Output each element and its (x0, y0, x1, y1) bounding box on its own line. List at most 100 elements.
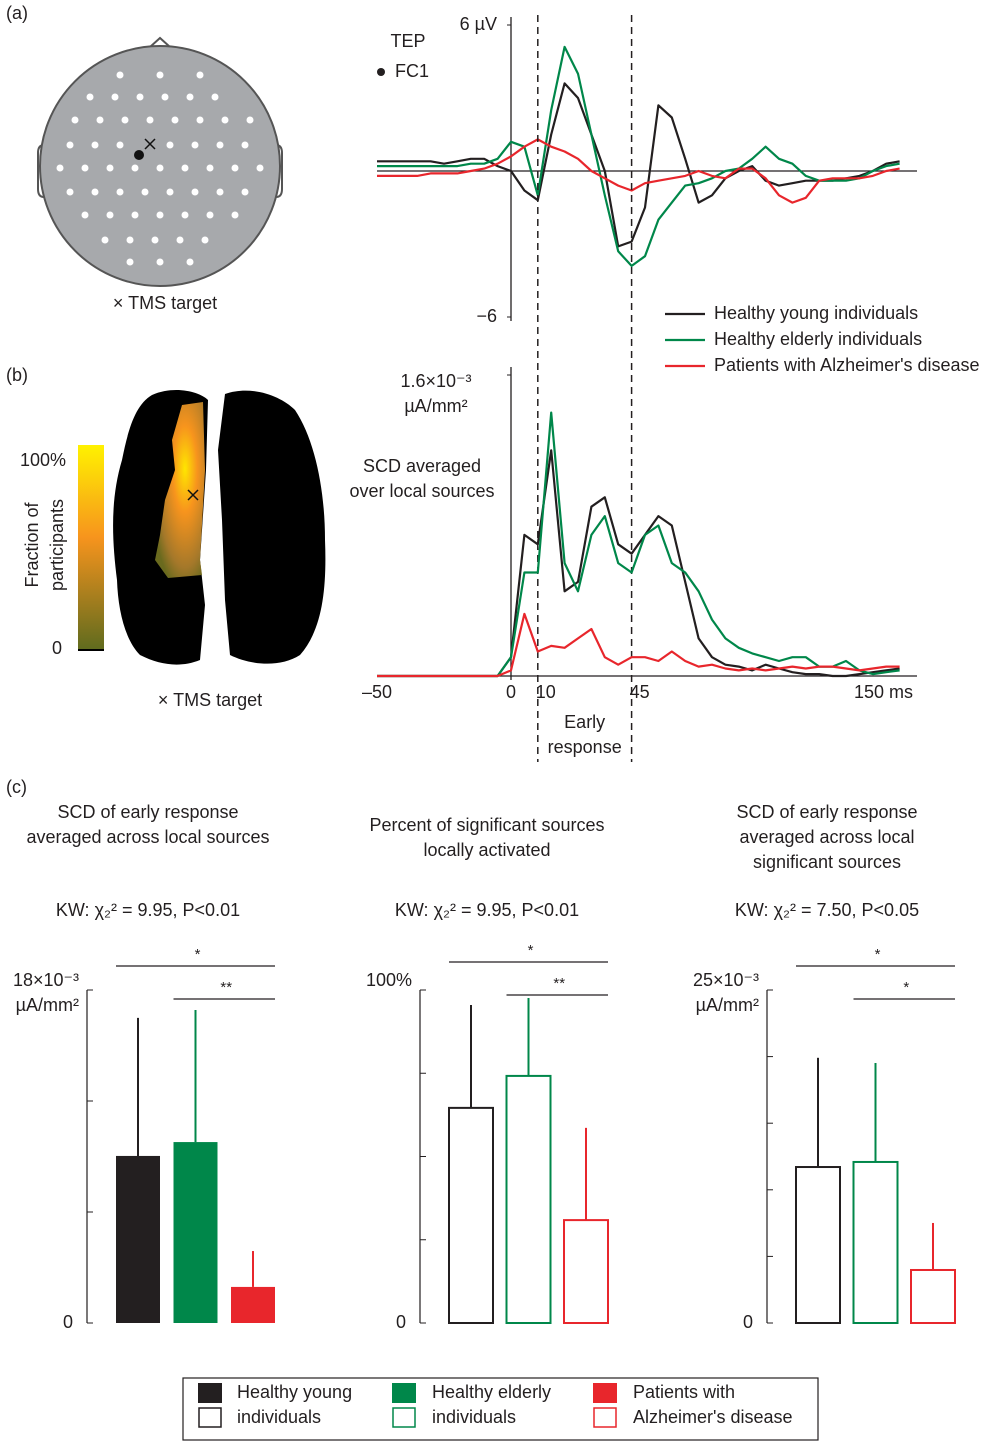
target-cross (144, 138, 156, 150)
bar (795, 1166, 841, 1325)
legend-label: Healthy elderly individuals (714, 329, 922, 349)
chart-title: SCD of early response averaged across lo… (26, 802, 270, 847)
electrode (216, 141, 224, 149)
y-tick-label: −6 (476, 306, 497, 326)
electrode (71, 116, 79, 124)
legend-swatch-filled (198, 1383, 222, 1403)
x-tick-label: 45 (630, 682, 650, 702)
electrode (176, 236, 184, 244)
bar (852, 1160, 899, 1324)
chart-subtitle: KW: χ₂² = 9.95, P<0.01 (394, 900, 580, 920)
electrode (171, 116, 179, 124)
y-tick-label: 0 (743, 1312, 753, 1332)
significance-label: ** (553, 975, 565, 992)
electrode (151, 236, 159, 244)
electrode (231, 164, 239, 172)
electrode (66, 188, 74, 196)
panel-label: (b) (6, 365, 28, 385)
electrode (201, 236, 209, 244)
activation-map (155, 402, 205, 578)
colorbar-title: Fraction of participants (22, 498, 67, 592)
panel-label: (c) (6, 777, 27, 797)
electrode (256, 164, 264, 172)
significance-label: * (195, 946, 201, 963)
electrode (136, 93, 144, 101)
electrode (241, 188, 249, 196)
electrode (181, 211, 189, 219)
electrode (191, 188, 199, 196)
series-line (377, 82, 900, 248)
legend-swatch-outline (392, 1407, 416, 1428)
electrode (91, 141, 99, 149)
legend-label: Patients with Alzheimer's disease (633, 1382, 793, 1427)
chart-title: Percent of significant sources locally a… (369, 815, 605, 860)
nose (149, 36, 171, 48)
electrode (126, 236, 134, 244)
legend-swatch-filled (392, 1383, 416, 1403)
electrode (246, 116, 254, 124)
electrode (206, 211, 214, 219)
target-label: × TMS target (158, 690, 262, 710)
fc1-electrode (134, 150, 144, 160)
bar (448, 1106, 494, 1324)
electrode (81, 211, 89, 219)
electrode (196, 71, 204, 79)
series-line (377, 138, 900, 204)
electrode (211, 93, 219, 101)
electrode (221, 116, 229, 124)
target-cross (187, 489, 199, 501)
electrode (111, 93, 119, 101)
target-label: × TMS target (113, 293, 217, 313)
electrode (116, 188, 124, 196)
right-hemisphere (218, 390, 326, 664)
significance-label: ** (220, 979, 232, 996)
electrode (116, 71, 124, 79)
electrodes (56, 71, 264, 266)
bar (563, 1219, 609, 1325)
chart-subtitle: KW: χ₂² = 7.50, P<0.05 (734, 900, 920, 920)
chart-subtitle: KW: χ₂² = 9.95, P<0.01 (55, 900, 241, 920)
bar (910, 1268, 956, 1325)
electrode (186, 93, 194, 101)
electrode (206, 164, 214, 172)
y-tick-label: 0 (396, 1312, 406, 1332)
legend-label: Healthy young individuals (237, 1382, 353, 1427)
electrode (161, 93, 169, 101)
electrode (126, 258, 134, 266)
legend-label: Healthy young individuals (714, 303, 918, 323)
bar (116, 1155, 160, 1323)
electrode (86, 93, 94, 101)
series-line (377, 612, 900, 678)
electrode (66, 141, 74, 149)
significance-label: * (875, 946, 881, 963)
bar (173, 1142, 218, 1323)
bar (505, 1074, 552, 1324)
annotation: Early response (547, 712, 622, 757)
electrode (231, 211, 239, 219)
x-tick-label: 0 (506, 682, 516, 702)
y-tick-label: 1.6×10⁻³ µA/mm² (400, 371, 472, 416)
legend-box (182, 1377, 819, 1441)
electrode (156, 164, 164, 172)
chart-title: TEP (390, 31, 425, 51)
electrode (241, 141, 249, 149)
y-tick-label: 100% (365, 970, 412, 990)
electrode (196, 116, 204, 124)
bar (231, 1286, 275, 1323)
electrode (146, 116, 154, 124)
y-tick-label: 25×10⁻³ µA/mm² (692, 970, 759, 1015)
panel-label: (a) (6, 3, 28, 23)
head-diagram (37, 36, 283, 287)
electrode (216, 188, 224, 196)
electrode (156, 211, 164, 219)
electrode (81, 164, 89, 172)
colorbar-label: 100% (20, 450, 66, 470)
x-tick-label: 150 ms (854, 682, 913, 702)
x-tick-label: –50 (362, 682, 392, 702)
electrode (156, 71, 164, 79)
electrode (116, 141, 124, 149)
electrode (121, 116, 129, 124)
electrode (56, 164, 64, 172)
